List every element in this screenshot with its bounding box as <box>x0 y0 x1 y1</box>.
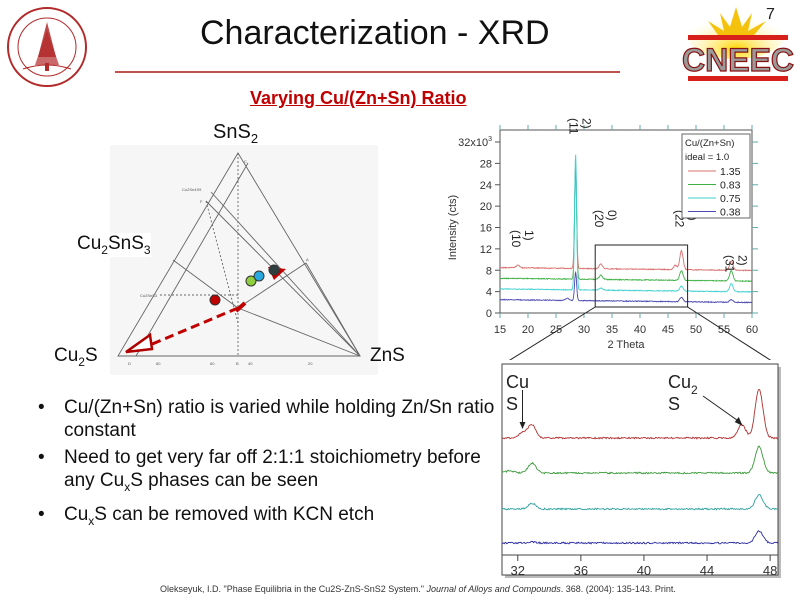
peak-label: (200) <box>592 210 619 228</box>
y-axis-label: Intensity (cts) <box>447 195 459 260</box>
y-tick-exponent: 3 <box>488 136 492 143</box>
cneec-logo: CNEEC <box>682 7 794 81</box>
svg-text:C: C <box>244 159 247 164</box>
svg-text:80: 80 <box>156 361 161 366</box>
title-divider <box>115 71 620 73</box>
x-tick-label: 45 <box>662 324 674 336</box>
svg-text:Cu2Sn4S9: Cu2Sn4S9 <box>182 187 202 192</box>
y-tick-label: 16 <box>480 223 492 235</box>
zoom-x-tick-label: 44 <box>700 563 714 578</box>
y-tick-label: 20 <box>480 201 492 213</box>
legend-entry: 1.35 <box>720 166 741 178</box>
y-tick-label: 0 <box>486 308 492 320</box>
x-axis-label: 2 Theta <box>607 339 645 351</box>
ternary-label-zns: ZnS <box>370 345 405 366</box>
legend-entry: 0.75 <box>720 193 741 205</box>
slide-subtitle: Varying Cu/(Zn+Sn) Ratio <box>250 88 467 108</box>
x-tick-label: 50 <box>690 324 702 336</box>
slide-title: Characterization - XRD <box>200 14 550 52</box>
zoom-series-line-1.35 <box>501 388 779 440</box>
ternary-label-sns2: SnS2 <box>213 121 259 146</box>
zoom-x-tick-label: 32 <box>511 563 525 578</box>
ternary-point-0.38 <box>268 264 280 276</box>
series-line-0.38 <box>499 270 752 304</box>
x-tick-label: 35 <box>606 324 618 336</box>
x-tick-label: 15 <box>494 324 506 336</box>
y-tick-label: 4 <box>486 287 492 299</box>
ternary-triangle <box>117 152 361 357</box>
x-tick-label: 40 <box>634 324 646 336</box>
y-tick-label: 24 <box>480 180 492 192</box>
peak-label: (101) <box>509 230 536 248</box>
zoom-x-tick-label: 36 <box>574 563 588 578</box>
ternary-phase-diagram: Cu2Sn4S9 F C A Cu2SnS3 D 80 60 B 40 20 <box>110 145 378 375</box>
legend-entry: 0.38 <box>720 207 741 219</box>
zoom-series-line-0.83 <box>501 445 779 475</box>
annotation-arrow-cu2s <box>702 395 741 423</box>
ternary-arrow-cu-rich <box>137 306 239 352</box>
zoom-x-tick-label: 40 <box>637 563 651 578</box>
citation: Olekseyuk, I.D. "Phase Equilibria in the… <box>160 584 676 594</box>
legend-title: Cu/(Zn+Sn) <box>685 138 734 149</box>
svg-text:F: F <box>200 199 203 204</box>
legend-subtitle: ideal = 1.0 <box>685 152 729 163</box>
xrd-main-chart: 15202530354045505560048121620242832x103I… <box>447 118 772 360</box>
x-tick-label: 60 <box>746 324 758 336</box>
zoom-connector-left <box>509 306 596 360</box>
svg-text:D: D <box>128 361 131 366</box>
xrd-zoom-chart: 32 36 40 44 48 Cu S Cu2 S <box>501 363 781 578</box>
zoom-series-line-0.38 <box>501 530 779 545</box>
zoom-frame <box>501 363 779 576</box>
y-tick-label: 32x103 <box>458 136 492 149</box>
x-tick-label: 20 <box>522 324 534 336</box>
svg-text:40: 40 <box>248 361 253 366</box>
peak-label: (112) <box>567 118 594 135</box>
bullet-item: • Cu/(Zn+Sn) ratio is varied while holdin… <box>38 397 495 441</box>
annotation-cu2s: Cu2 S <box>668 372 698 414</box>
zoom-connector-right <box>687 306 772 360</box>
ternary-label-cu2s: Cu2S <box>54 345 98 369</box>
stanford-seal-logo <box>7 7 87 87</box>
plot-frame <box>499 129 753 314</box>
arrow-diag-icon <box>734 417 743 426</box>
series-line-0.75 <box>499 154 752 293</box>
svg-text:20: 20 <box>308 361 313 366</box>
ternary-label-cu2sns3: Cu2SnS3 <box>77 233 151 257</box>
peak-label: (312) <box>722 255 749 273</box>
svg-text:Cu2SnS3: Cu2SnS3 <box>140 293 158 298</box>
svg-text:A: A <box>306 257 309 262</box>
series-line-1.35 <box>499 164 752 272</box>
y-tick-label: 12 <box>480 244 492 256</box>
bullet-item: • CuxS can be removed with KCN etch <box>38 503 375 528</box>
slide-number: 7 <box>766 6 775 23</box>
zoom-region-box <box>594 244 689 308</box>
annotation-cus: Cu S <box>506 372 529 414</box>
series-line-0.83 <box>499 167 753 283</box>
zoom-series-line-0.75 <box>501 494 779 511</box>
ternary-point-1.35 <box>209 294 221 306</box>
legend-box <box>681 133 751 219</box>
arrow-down-icon <box>519 422 526 429</box>
arrow-head-left-icon <box>125 332 154 354</box>
x-tick-label: 30 <box>578 324 590 336</box>
bullet-list: • Cu/(Zn+Sn) ratio is varied while holdin… <box>38 396 498 537</box>
ternary-point-0.75 <box>253 270 265 282</box>
ternary-point-0.83 <box>245 275 257 287</box>
cneec-text: CNEEC <box>682 42 794 78</box>
y-tick-label: 8 <box>486 265 492 277</box>
zoom-x-tick-label: 48 <box>763 563 777 578</box>
legend-entry: 0.83 <box>720 180 741 192</box>
svg-text:B: B <box>236 361 239 366</box>
bullet-item: • Need to get very far off 2:1:1 stoichio… <box>38 447 481 494</box>
y-tick-label: 28 <box>480 158 492 170</box>
svg-text:60: 60 <box>210 361 215 366</box>
